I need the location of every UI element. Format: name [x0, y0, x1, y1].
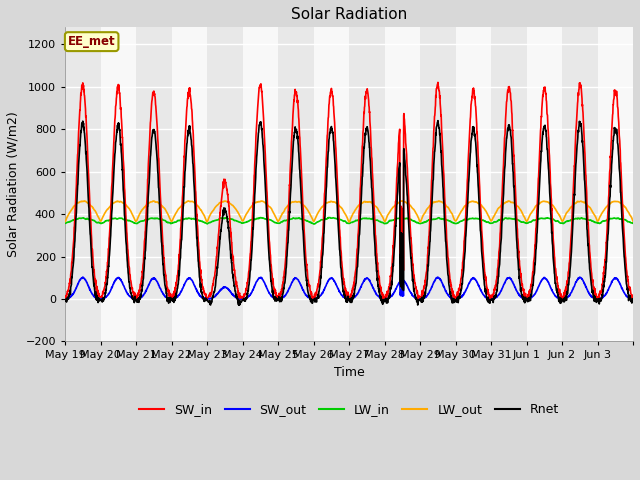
SW_out	[241, 296, 248, 301]
LW_out	[241, 216, 248, 221]
SW_out	[97, 296, 104, 302]
Bar	[349, 27, 385, 341]
SW_out	[521, 295, 529, 301]
LW_in	[61, 220, 69, 226]
Y-axis label: Solar Radiation (W/m2): Solar Radiation (W/m2)	[7, 111, 20, 257]
LW_out	[61, 219, 69, 225]
Bar	[562, 27, 598, 341]
LW_out	[629, 218, 637, 224]
SW_in	[553, 276, 561, 282]
Bar	[314, 27, 349, 341]
Bar	[243, 27, 278, 341]
LW_out	[417, 219, 424, 225]
LW_out	[621, 204, 629, 210]
LW_out	[383, 213, 391, 219]
Rnet	[383, 298, 391, 304]
Rnet	[434, 118, 442, 123]
LW_out	[118, 199, 125, 205]
LW_out	[521, 215, 529, 220]
Rnet	[241, 297, 248, 303]
Bar	[207, 27, 243, 341]
SW_out	[383, 296, 391, 301]
Bar	[456, 27, 491, 341]
SW_in	[521, 290, 529, 296]
Line: LW_out: LW_out	[65, 201, 633, 222]
Rnet	[118, 156, 125, 161]
LW_in	[310, 221, 317, 227]
Bar	[172, 27, 207, 341]
Line: LW_in: LW_in	[65, 217, 633, 224]
SW_in	[434, 80, 442, 85]
SW_in	[61, 295, 69, 300]
SW_in	[383, 290, 391, 296]
LW_in	[521, 220, 529, 226]
Rnet	[553, 288, 561, 294]
SW_in	[629, 295, 637, 300]
Rnet	[521, 296, 529, 302]
Bar	[65, 27, 100, 341]
Rnet	[61, 297, 69, 302]
LW_in	[553, 218, 561, 224]
SW_out	[629, 296, 637, 302]
Bar	[420, 27, 456, 341]
Rnet	[235, 302, 243, 308]
LW_in	[621, 217, 629, 223]
SW_out	[118, 279, 126, 285]
Bar	[491, 27, 527, 341]
Bar	[385, 27, 420, 341]
SW_out	[621, 292, 629, 298]
LW_out	[553, 208, 561, 214]
LW_in	[629, 220, 637, 226]
LW_in	[325, 215, 333, 220]
SW_out	[61, 296, 69, 301]
LW_in	[384, 220, 392, 226]
SW_in	[621, 253, 629, 259]
Bar	[278, 27, 314, 341]
LW_in	[241, 220, 248, 226]
Bar	[136, 27, 172, 341]
Rnet	[621, 270, 629, 276]
SW_in	[241, 293, 248, 299]
X-axis label: Time: Time	[333, 366, 364, 379]
Title: Solar Radiation: Solar Radiation	[291, 7, 407, 22]
SW_in	[118, 122, 125, 128]
Rnet	[629, 297, 637, 302]
Bar	[100, 27, 136, 341]
SW_out	[553, 295, 561, 300]
Legend: SW_in, SW_out, LW_in, LW_out, Rnet: SW_in, SW_out, LW_in, LW_out, Rnet	[134, 398, 564, 421]
Line: SW_out: SW_out	[65, 277, 633, 299]
Bar	[527, 27, 562, 341]
SW_out	[434, 274, 442, 280]
SW_in	[346, 296, 354, 302]
Line: SW_in: SW_in	[65, 83, 633, 299]
LW_out	[398, 198, 406, 204]
Text: EE_met: EE_met	[68, 35, 115, 48]
LW_in	[118, 216, 125, 221]
Line: Rnet: Rnet	[65, 120, 633, 305]
Bar	[598, 27, 633, 341]
